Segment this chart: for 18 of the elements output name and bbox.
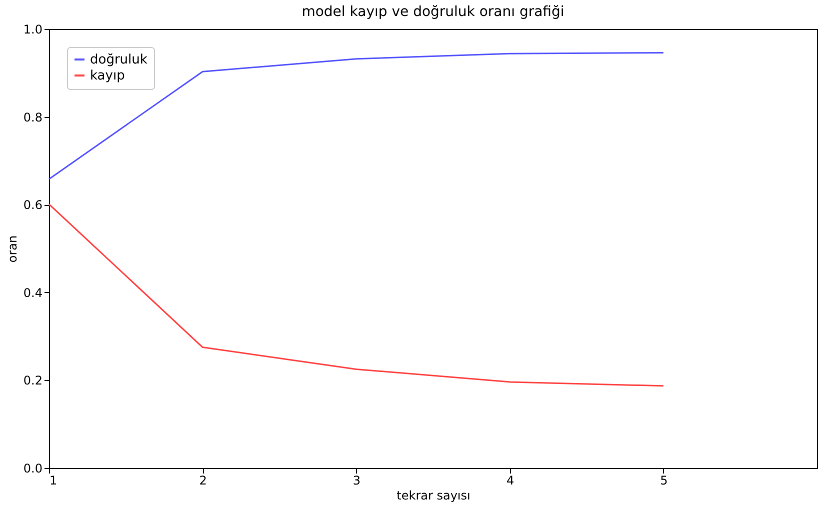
x-tick-label: 5 bbox=[660, 474, 668, 488]
x-tick-label: 4 bbox=[506, 474, 514, 488]
x-axis-title: tekrar sayısı bbox=[396, 488, 470, 502]
y-tick-label: 0.0 bbox=[23, 462, 42, 476]
x-tick-label: 3 bbox=[352, 474, 361, 488]
x-tick-label: 2 bbox=[199, 474, 207, 488]
line-series bbox=[48, 52, 664, 180]
legend-label: doğruluk bbox=[90, 52, 148, 68]
legend-label: kayıp bbox=[90, 68, 125, 84]
y-tick-label: 0.4 bbox=[23, 286, 42, 300]
y-tick-label: 0.8 bbox=[23, 110, 42, 124]
chart-title: model kayıp ve doğruluk oranı grafiği bbox=[302, 4, 564, 20]
y-tick-label: 0.6 bbox=[23, 198, 42, 212]
y-axis-title: oran bbox=[5, 235, 20, 263]
line-series bbox=[48, 203, 664, 387]
x-tick-label: 1 bbox=[50, 474, 58, 488]
y-tick-label: 1.0 bbox=[23, 22, 42, 36]
y-tick-label: 0.2 bbox=[23, 374, 42, 388]
